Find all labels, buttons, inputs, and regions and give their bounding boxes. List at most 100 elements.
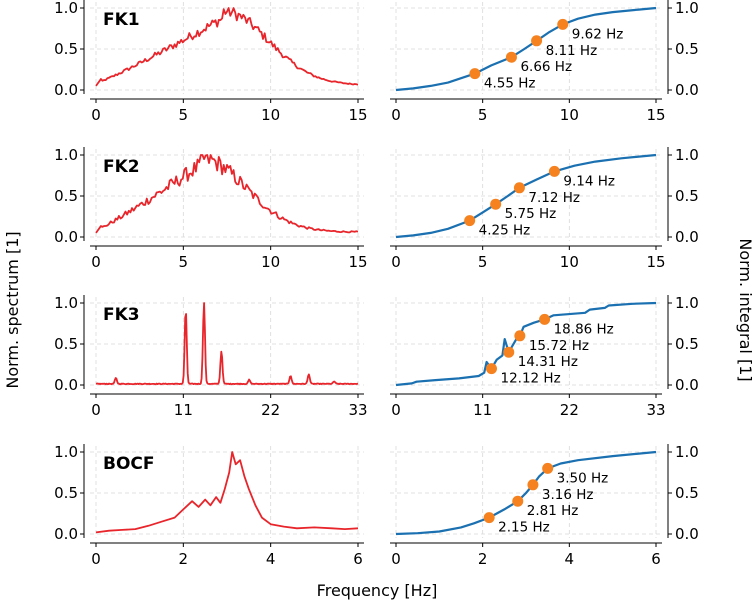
x-tick-label: 33 (646, 401, 665, 419)
percentile-label: 18.86 Hz (554, 321, 614, 337)
x-tick-label: 6 (353, 550, 363, 568)
panel-title: FK2 (103, 157, 140, 177)
y-tick-label: 0.5 (675, 40, 699, 58)
x-tick-label: 5 (179, 253, 189, 271)
y-tick-label: 1.0 (54, 146, 78, 164)
spectrum-line (95, 451, 359, 534)
y-tick-label: 1.0 (675, 294, 699, 312)
percentile-label: 4.25 Hz (479, 223, 531, 239)
panel-title: FK3 (103, 305, 140, 325)
panel-row-bocf: 0 2 4 6 0.0 0.5 1.0 BOCF 0 2 4 6 0.0 0.5 1.0 2.15 Hz2.8… (54, 443, 699, 568)
integral-line (395, 6, 657, 92)
y-tick-label: 0.5 (54, 484, 78, 502)
percentile-label: 5.75 Hz (505, 206, 557, 222)
x-tick-label: 5 (478, 106, 488, 124)
y-tick-label: 1.0 (54, 443, 78, 461)
x-tick-label: 4 (565, 550, 575, 568)
percentile-marker (469, 68, 481, 80)
left-y-axis-label: Norm. spectrum [1] (3, 231, 22, 388)
x-tick-label: 0 (391, 253, 401, 271)
x-tick-label: 5 (478, 253, 488, 271)
panel-row-fk2: 0 5 10 15 0.0 0.5 1.0 FK2 0 5 10 15 0.0 0.5 1.0 4.25 Hz… (54, 146, 699, 271)
y-tick-label: 1.0 (675, 146, 699, 164)
spectrum-axes-bocf: 0 2 4 6 0.0 0.5 1.0 BOCF (54, 443, 364, 568)
percentile-marker (490, 198, 502, 210)
y-tick-label: 0.5 (54, 335, 78, 353)
y-tick-label: 1.0 (675, 0, 699, 17)
x-tick-label: 15 (348, 106, 367, 124)
x-tick-label: 22 (261, 401, 280, 419)
percentile-label: 6.66 Hz (520, 59, 572, 75)
x-tick-label: 0 (391, 401, 401, 419)
y-tick-label: 0.0 (54, 376, 78, 394)
percentile-label: 9.62 Hz (572, 26, 624, 42)
percentile-label: 9.14 Hz (563, 173, 615, 189)
percentile-marker (527, 479, 539, 491)
percentile-label: 2.81 Hz (527, 503, 579, 519)
x-tick-label: 4 (266, 550, 276, 568)
percentile-label: 12.12 Hz (500, 371, 560, 387)
integral-axes-bocf: 0 2 4 6 0.0 0.5 1.0 2.15 Hz2.81 Hz3.16 Hz3.50 H… (390, 443, 699, 568)
x-axis-label: Frequency [Hz] (317, 581, 438, 600)
x-tick-label: 0 (91, 106, 101, 124)
y-tick-label: 0.0 (675, 376, 699, 394)
panel-row-fk3: 0 11 22 33 0.0 0.5 1.0 FK3 0 11 22 33 0.0 0.5 1.0 12.12… (54, 294, 699, 419)
y-tick-label: 0.0 (54, 81, 78, 99)
x-tick-label: 5 (179, 106, 189, 124)
x-tick-label: 0 (91, 550, 101, 568)
panel-title: FK1 (103, 10, 140, 30)
spectrum-line (95, 7, 359, 87)
percentile-marker (548, 165, 560, 177)
percentile-marker (483, 512, 495, 524)
percentile-label: 15.72 Hz (529, 338, 589, 354)
integral-line (395, 153, 657, 239)
y-tick-label: 0.0 (54, 228, 78, 246)
y-tick-label: 0.0 (675, 228, 699, 246)
percentile-label: 3.50 Hz (557, 470, 609, 486)
x-tick-label: 10 (261, 106, 280, 124)
percentile-marker (557, 18, 569, 30)
percentile-label: 2.15 Hz (498, 520, 550, 536)
x-tick-label: 10 (560, 253, 579, 271)
x-tick-label: 15 (646, 253, 665, 271)
y-tick-label: 1.0 (54, 0, 78, 17)
y-tick-label: 0.5 (54, 40, 78, 58)
percentile-marker (539, 313, 551, 325)
right-y-axis-label: Norm. integral [1] (736, 238, 754, 381)
panel-row-fk1: 0 5 10 15 0.0 0.5 1.0 FK1 0 5 10 15 0.0 0.5 1.0 4.55 Hz… (54, 0, 699, 124)
x-tick-label: 22 (560, 401, 579, 419)
percentile-marker (514, 330, 526, 342)
percentile-label: 14.31 Hz (518, 354, 578, 370)
percentile-marker (531, 35, 543, 47)
spectrum-axes-fk2: 0 5 10 15 0.0 0.5 1.0 FK2 (54, 146, 367, 271)
y-tick-label: 0.0 (675, 81, 699, 99)
spectrum-axes-fk1: 0 5 10 15 0.0 0.5 1.0 FK1 (54, 0, 368, 124)
x-tick-label: 15 (348, 253, 367, 271)
percentile-label: 4.55 Hz (484, 76, 536, 92)
x-tick-label: 0 (391, 550, 401, 568)
percentile-marker (503, 346, 515, 358)
percentile-marker (485, 363, 497, 375)
percentile-marker (505, 51, 517, 63)
spectrum-line (95, 302, 359, 386)
y-tick-label: 1.0 (54, 294, 78, 312)
y-tick-label: 0.5 (675, 187, 699, 205)
percentile-label: 8.11 Hz (546, 43, 598, 59)
x-tick-label: 0 (91, 401, 101, 419)
y-tick-label: 0.5 (675, 484, 699, 502)
x-tick-label: 6 (651, 550, 661, 568)
x-tick-label: 10 (261, 253, 280, 271)
percentile-label: 7.12 Hz (528, 190, 580, 206)
spectrum-axes-fk3: 0 11 22 33 0.0 0.5 1.0 FK3 (54, 294, 367, 419)
y-tick-label: 0.5 (54, 187, 78, 205)
x-tick-label: 2 (179, 550, 189, 568)
y-tick-label: 0.0 (54, 525, 78, 543)
integral-line (395, 450, 657, 536)
panel-title: BOCF (103, 454, 155, 474)
percentile-marker (513, 182, 525, 194)
percentile-marker (464, 215, 476, 227)
y-tick-label: 0.0 (675, 525, 699, 543)
x-tick-label: 15 (646, 106, 665, 124)
